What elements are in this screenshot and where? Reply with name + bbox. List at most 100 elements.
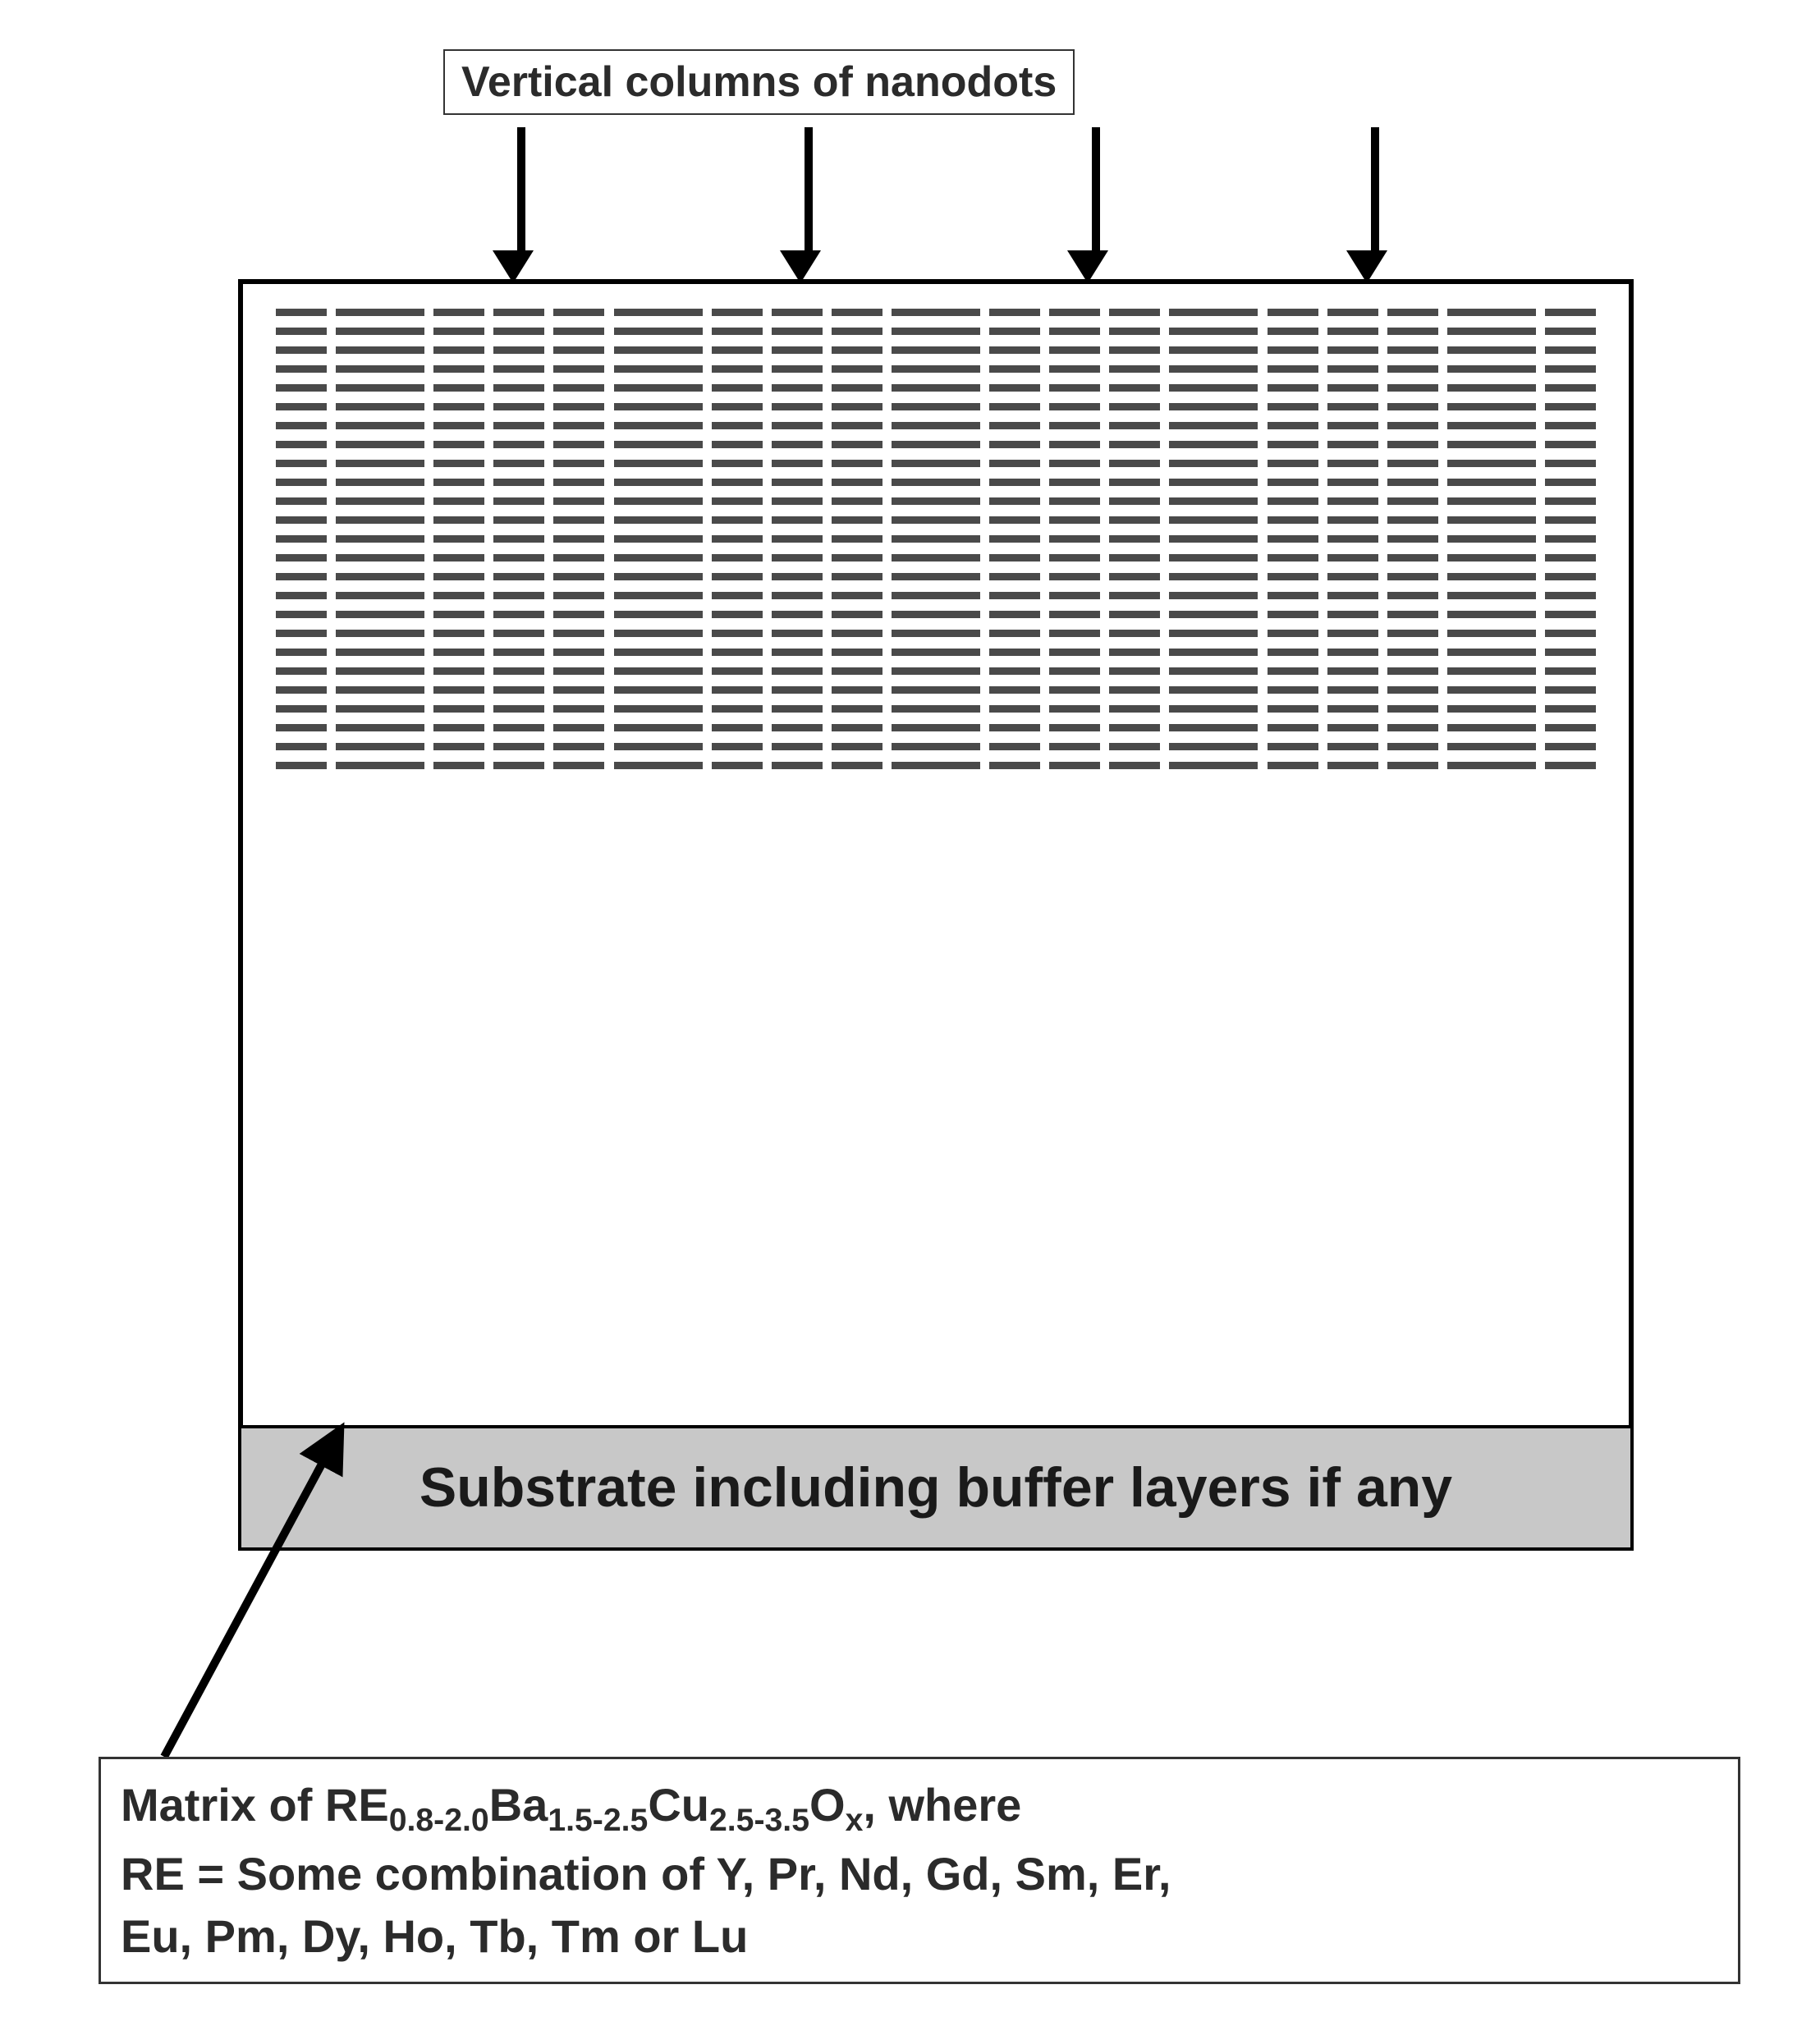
top-label-box: Vertical columns of nanodots — [443, 49, 1075, 115]
nanodot-dash — [1327, 554, 1378, 562]
nanodot-dash — [772, 592, 823, 599]
nanodot-dash — [989, 649, 1040, 656]
nanodot-dash — [1447, 573, 1536, 580]
nanodot-dash — [1545, 762, 1596, 769]
formula-o: O — [809, 1779, 846, 1831]
nanodot-dash — [1169, 497, 1258, 505]
nanodot-dash — [1327, 497, 1378, 505]
nanodot-dash — [712, 365, 763, 373]
nanodot-dash — [1447, 346, 1536, 354]
down-arrow-icon — [1084, 127, 1108, 283]
nanodot-dash — [276, 460, 327, 467]
nanodot-row — [276, 592, 1596, 599]
nanodot-dash — [1268, 743, 1318, 750]
nanodot-dash — [1109, 762, 1160, 769]
nanodot-dash — [276, 479, 327, 486]
nanodot-dash — [772, 724, 823, 731]
nanodot-dash — [1447, 762, 1536, 769]
nanodot-dash — [1049, 441, 1100, 448]
nanodot-dash — [1387, 762, 1438, 769]
nanodot-dash — [1327, 365, 1378, 373]
nanodot-dash — [772, 573, 823, 580]
nanodot-dash — [1268, 630, 1318, 637]
nanodot-dash — [1109, 667, 1160, 675]
nanodot-dash — [1109, 422, 1160, 429]
nanodot-dash — [772, 422, 823, 429]
nanodot-dash — [553, 762, 604, 769]
nanodot-dash — [832, 422, 882, 429]
nanodot-dash — [1049, 724, 1100, 731]
nanodot-dash — [1447, 592, 1536, 599]
nanodot-dash — [892, 441, 980, 448]
nanodot-dash — [1268, 535, 1318, 543]
nanodot-dash — [1169, 743, 1258, 750]
nanodot-dash — [832, 516, 882, 524]
nanodot-dash — [1447, 460, 1536, 467]
nanodot-dash — [336, 592, 424, 599]
nanodot-row — [276, 649, 1596, 656]
nanodot-dash — [832, 403, 882, 410]
nanodot-dash — [712, 649, 763, 656]
nanodot-dash — [1049, 630, 1100, 637]
nanodot-dash — [1387, 667, 1438, 675]
substrate-layer: Substrate including buffer layers if any — [238, 1425, 1634, 1551]
nanodot-dash — [1268, 686, 1318, 694]
nanodot-dash — [614, 365, 703, 373]
nanodot-dash — [1327, 592, 1378, 599]
nanodot-dash — [553, 346, 604, 354]
nanodot-dash — [1447, 384, 1536, 392]
nanodot-row — [276, 686, 1596, 694]
nanodot-dash — [1545, 743, 1596, 750]
nanodot-row — [276, 441, 1596, 448]
nanodot-dash — [1049, 384, 1100, 392]
nanodot-dash — [1387, 535, 1438, 543]
nanodot-dash — [614, 460, 703, 467]
nanodot-dash — [433, 422, 484, 429]
nanodot-dash — [1169, 441, 1258, 448]
nanodot-dash — [276, 497, 327, 505]
nanodot-dash — [712, 686, 763, 694]
nanodot-dash — [1545, 535, 1596, 543]
nanodot-dash — [892, 497, 980, 505]
nanodot-dash — [1387, 309, 1438, 316]
nanodot-dash — [1109, 611, 1160, 618]
nanodot-dash — [772, 743, 823, 750]
nanodot-dash — [1268, 479, 1318, 486]
nanodot-row — [276, 573, 1596, 580]
nanodot-dash — [712, 667, 763, 675]
nanodot-dash — [614, 573, 703, 580]
nanodot-dash — [832, 724, 882, 731]
nanodot-dash — [276, 309, 327, 316]
nanodot-dash — [433, 535, 484, 543]
nanodot-dash — [1169, 667, 1258, 675]
nanodot-dash — [1169, 535, 1258, 543]
nanodot-dash — [989, 403, 1040, 410]
nanodot-dash — [1109, 516, 1160, 524]
nanodot-dash — [433, 649, 484, 656]
nanodot-dash — [1327, 441, 1378, 448]
nanodot-dash — [1447, 705, 1536, 713]
nanodot-dash — [1387, 346, 1438, 354]
nanodot-dash — [433, 365, 484, 373]
nanodot-dash — [1545, 403, 1596, 410]
nanodot-dash — [1049, 573, 1100, 580]
nanodot-dash — [1387, 516, 1438, 524]
matrix-pointer-arrow — [148, 1420, 361, 1765]
nanodot-dash — [1169, 724, 1258, 731]
nanodot-dash — [1545, 724, 1596, 731]
nanodot-dash — [892, 630, 980, 637]
nanodot-dash — [1545, 592, 1596, 599]
nanodot-dash — [772, 686, 823, 694]
nanodot-dash — [1169, 328, 1258, 335]
nanodot-dash — [493, 309, 544, 316]
nanodot-dash — [892, 724, 980, 731]
nanodot-dash — [1327, 630, 1378, 637]
nanodot-dash — [1545, 667, 1596, 675]
nanodot-dash — [1049, 516, 1100, 524]
nanodot-dash — [276, 573, 327, 580]
nanodot-dash — [1169, 460, 1258, 467]
nanodot-dash — [1049, 460, 1100, 467]
nanodot-dash — [1268, 705, 1318, 713]
nanodot-dash — [433, 346, 484, 354]
nanodot-dash — [276, 365, 327, 373]
